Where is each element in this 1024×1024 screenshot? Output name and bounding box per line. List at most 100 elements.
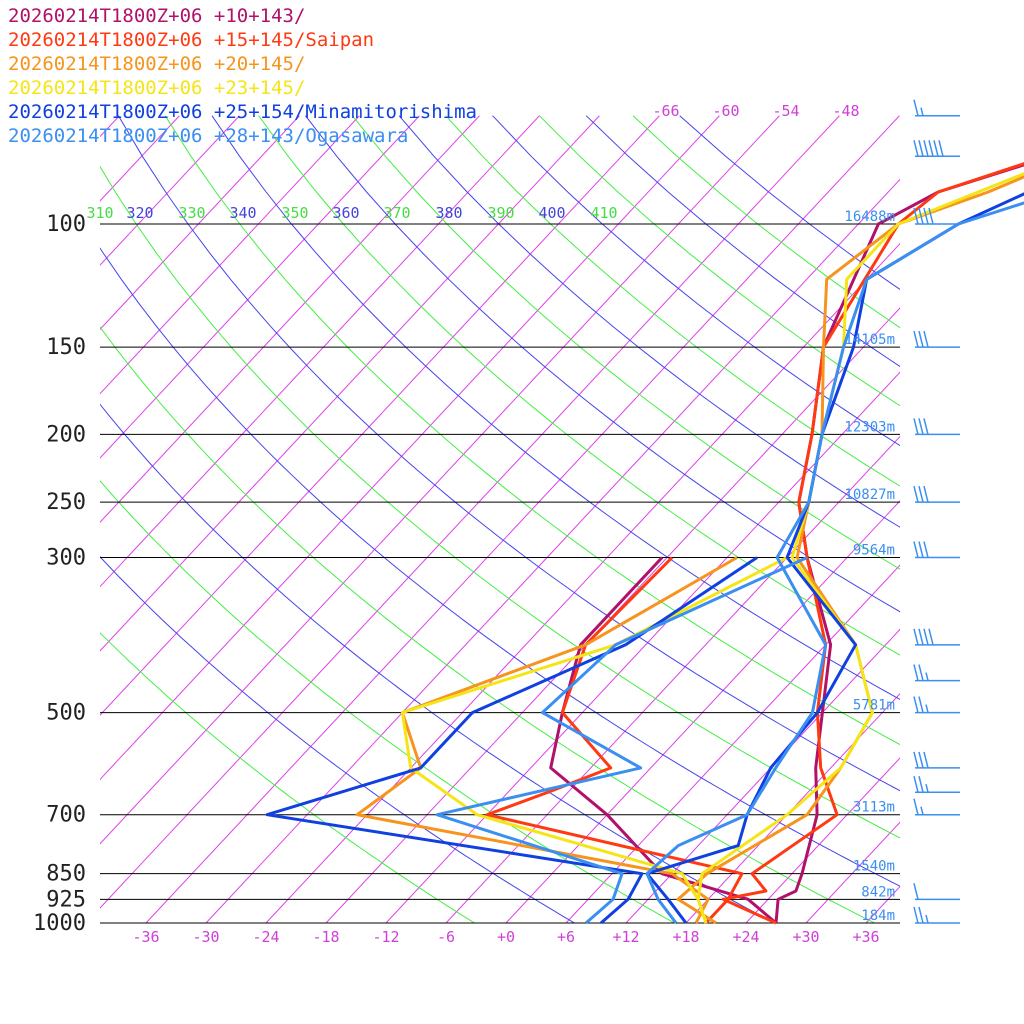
- isotherm-line: [685, 692, 900, 923]
- wind-barb-flag: [913, 140, 919, 157]
- wind-barb-flag: [913, 485, 919, 503]
- theta-label: 400: [538, 204, 565, 222]
- dry-adiabat: [258, 115, 900, 656]
- dry-adiabat: [398, 115, 900, 528]
- isotherm-line: [505, 500, 900, 923]
- isotherm-line: [100, 115, 420, 459]
- series-4-temperature-line: [645, 192, 1024, 924]
- wind-barb-flag: [913, 883, 919, 900]
- isotherm-line: [745, 757, 900, 923]
- isotherm-line: [325, 307, 900, 923]
- wind-barb-half-flag: [920, 107, 924, 116]
- wind-barb: [913, 541, 960, 559]
- pressure-label: 1000: [33, 911, 86, 936]
- height-label: 184m: [861, 908, 895, 924]
- wind-barb-flag: [923, 418, 929, 435]
- series-2-dewpoint-line: [355, 556, 738, 924]
- theta-label: 380: [435, 204, 462, 222]
- wind-barb-flag: [918, 418, 924, 435]
- height-label: 12303m: [844, 419, 895, 435]
- isotherm-line: [445, 435, 900, 923]
- dry-adiabat: [445, 115, 900, 487]
- wind-barb-flag: [923, 751, 929, 769]
- wind-barb-flag: [918, 906, 924, 924]
- theta-label: 370: [383, 204, 410, 222]
- temp-tick-label: -24: [252, 928, 279, 946]
- wind-barb-flag: [913, 798, 919, 815]
- legend-entry-0: 20260214T1800Z+06 +10+143/: [8, 5, 306, 27]
- height-label: 5781m: [853, 698, 895, 714]
- wind-barb-flag: [918, 696, 924, 713]
- temp-tick-label: -18: [312, 928, 339, 946]
- isotherm-line: [926, 116, 1024, 923]
- theta-label: 360: [332, 204, 359, 222]
- dry-adiabat: [100, 556, 576, 923]
- pressure-label: 925: [46, 887, 86, 912]
- wind-barb-half-flag: [925, 704, 929, 713]
- wind-barb-half-flag: [925, 914, 929, 924]
- height-label: 9564m: [853, 543, 895, 559]
- wind-barb: [913, 99, 960, 117]
- isotherm-line: [100, 115, 780, 845]
- wind-barb-flag: [928, 140, 934, 157]
- temp-tick-label: -30: [192, 928, 219, 946]
- wind-barb: [913, 696, 960, 714]
- pressure-label: 150: [46, 335, 86, 360]
- wind-barb-flag: [913, 776, 919, 793]
- wind-barb-flag: [923, 140, 929, 157]
- legend-entry-1: 20260214T1800Z+06 +15+145/Saipan: [8, 29, 375, 51]
- pressure-label: 850: [46, 862, 86, 887]
- isotherm-line: [986, 116, 1024, 923]
- wind-barb-flag: [918, 664, 924, 681]
- wind-barb: [913, 751, 960, 769]
- wind-barb-flag: [913, 628, 919, 646]
- wind-barb: [913, 207, 960, 225]
- wind-barb-flag: [918, 776, 924, 793]
- wind-barb-flag: [918, 207, 924, 225]
- wind-barb-flag: [928, 628, 934, 646]
- isotherm-line: [265, 242, 900, 923]
- wind-barb-flag: [913, 541, 919, 558]
- temp-tick-label: +12: [612, 928, 639, 946]
- dry-adiabat: [100, 632, 476, 923]
- series-2-temperature-line: [676, 175, 1024, 925]
- upper-temp-label: -54: [772, 102, 799, 120]
- wind-barb-flag: [913, 418, 919, 435]
- wind-barb-flag: [913, 99, 919, 116]
- wind-barb-flag: [913, 330, 919, 348]
- wind-barb: [913, 330, 960, 348]
- series-5-dewpoint-line: [435, 556, 808, 925]
- pressure-label: 700: [46, 803, 86, 828]
- wind-barb-flag: [918, 330, 924, 348]
- legend-entry-3: 20260214T1800Z+06 +23+145/: [8, 77, 306, 99]
- dry-adiabat: [351, 115, 900, 570]
- height-label: 3113m: [853, 800, 895, 816]
- wind-barb-flag: [923, 330, 929, 348]
- isotherm-line: [100, 115, 240, 266]
- series-5-temperature-line: [645, 201, 1024, 924]
- isotherm-line: [100, 115, 180, 202]
- dry-adiabat: [100, 165, 900, 839]
- dry-adiabat: [100, 480, 676, 923]
- dry-adiabat: [164, 115, 900, 746]
- background-lines: [100, 115, 1024, 923]
- wind-barb: [913, 776, 960, 793]
- isotherm-line: [625, 628, 900, 923]
- legend-entry-4: 20260214T1800Z+06 +25+154/Minamitorishim…: [8, 101, 477, 123]
- wind-barb-flag: [923, 628, 929, 646]
- isotherm-line: [100, 115, 360, 395]
- wind-barb-flag: [913, 207, 919, 225]
- isotherm-line: [205, 178, 900, 923]
- isotherm-line: [100, 115, 840, 909]
- theta-label: 310: [86, 204, 113, 222]
- temp-tick-label: +30: [792, 928, 819, 946]
- pressure-label: 100: [46, 212, 86, 237]
- temp-tick-label: -12: [372, 928, 399, 946]
- temp-tick-label: +24: [732, 928, 759, 946]
- height-label: 10827m: [844, 487, 895, 503]
- wind-barb-flag: [913, 664, 919, 681]
- height-label: 1540m: [853, 859, 895, 875]
- theta-label: 340: [229, 204, 256, 222]
